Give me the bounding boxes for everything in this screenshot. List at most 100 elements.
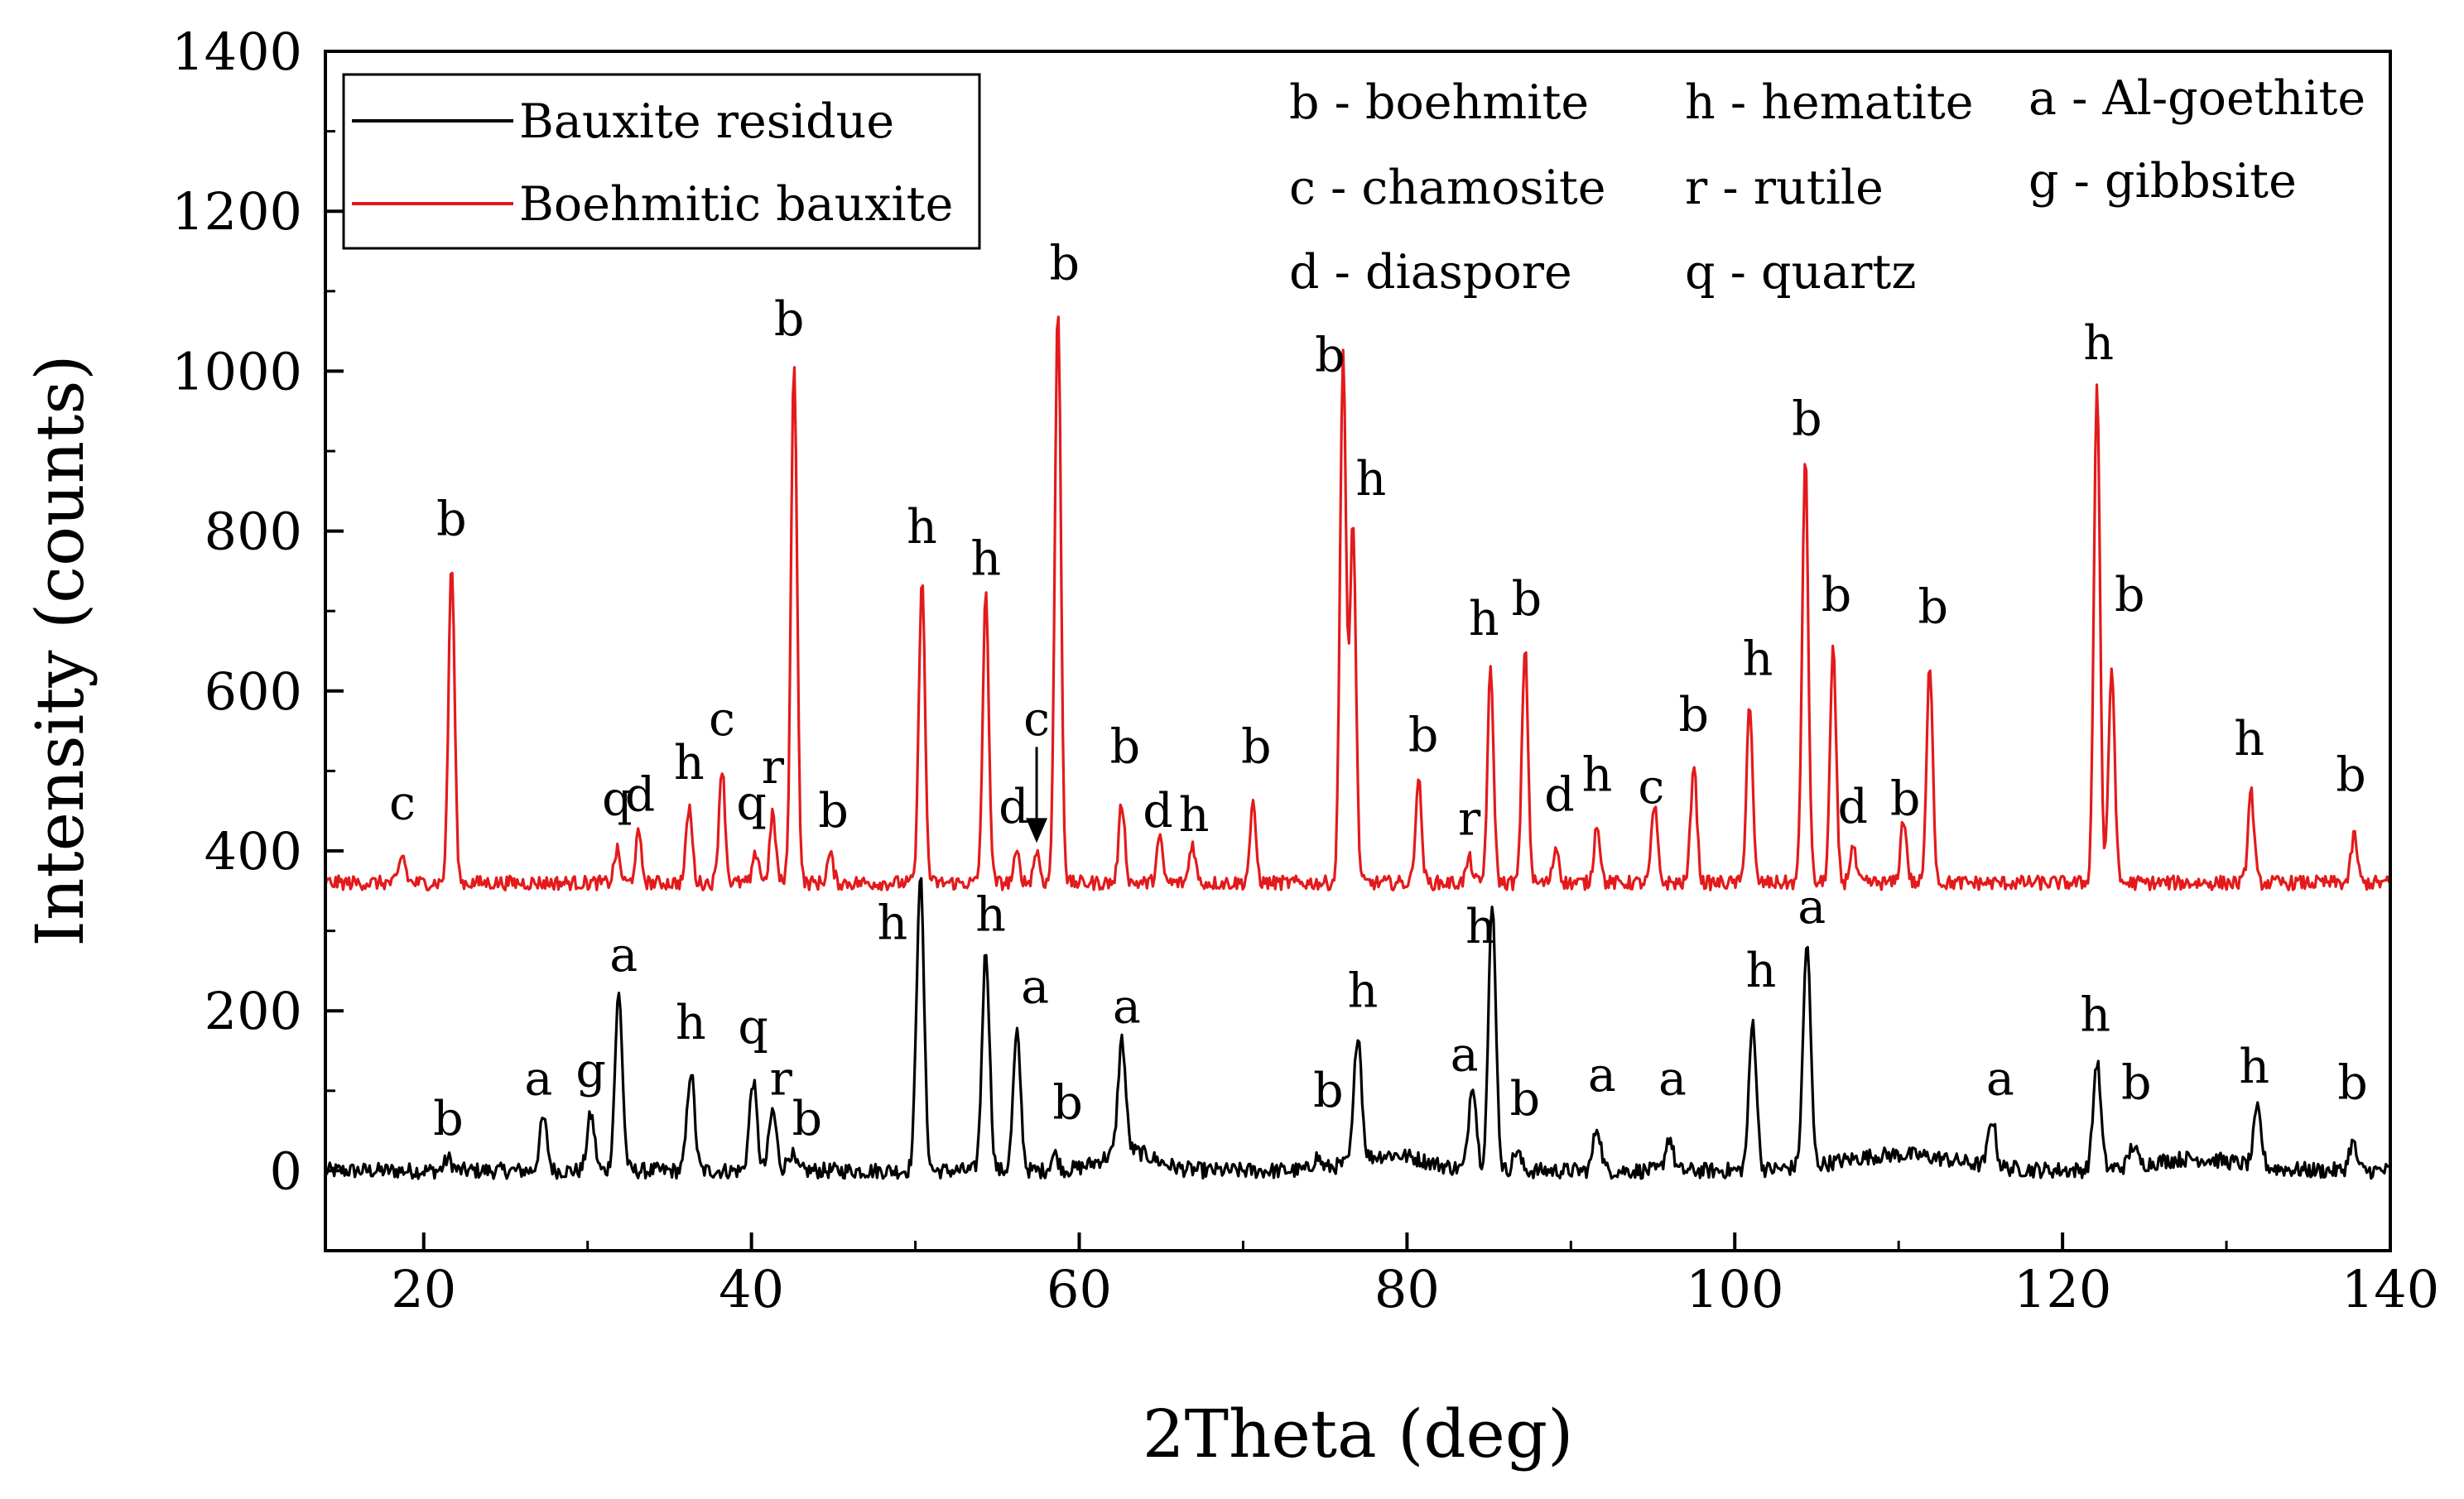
axis-tick-labels: 20 40 60 80 100 120 14002004006008001000120014… [171, 22, 2439, 1319]
peak-label-red: d [1838, 780, 1869, 834]
peak-label-red: h [970, 532, 1001, 587]
peak-label-black: b [1313, 1064, 1344, 1118]
peak-label-red: q [736, 776, 767, 830]
peak-label-black: a [1986, 1052, 2014, 1107]
peak-label-red: h [1582, 748, 1613, 803]
x-tick-label: 100 [1686, 1259, 1783, 1319]
peak-label-black: h [676, 996, 706, 1050]
peak-label-red: h [1355, 452, 1386, 507]
phase-key-diaspore: d - diaspore [1289, 245, 1572, 300]
y-tick-label: 400 [205, 821, 302, 882]
peak-label-red: h [1743, 632, 1773, 686]
axis-ticks [325, 50, 2392, 1252]
peak-label-black: a [1588, 1048, 1616, 1103]
phase-key-chamosite: c - chamosite [1289, 161, 1606, 215]
peak-label-black: h [2239, 1040, 2269, 1094]
peak-label-red: h [1179, 788, 1210, 843]
peak-label-red: b [2115, 568, 2145, 622]
y-tick-label: 800 [205, 502, 302, 562]
peak-label-black: h [2080, 987, 2110, 1042]
peak-label-red: h [1469, 592, 1499, 646]
plot-frame [324, 50, 2392, 1252]
peak-label-red: r [1458, 792, 1481, 847]
peak-label-black: a [609, 928, 638, 983]
peak-label-black: a [1113, 980, 1141, 1035]
peak-label-black: r [770, 1052, 793, 1107]
phase-key-quartz: q - quartz [1685, 245, 1916, 300]
x-tick-label: 80 [1374, 1259, 1440, 1319]
series-line-boehmitic-bauxite [324, 315, 2392, 891]
phase-key-al-goethite: a - Al-goethite [2028, 71, 2365, 126]
peak-label-red: b [818, 784, 849, 838]
legend-label-boehmitic-bauxite: Boehmitic bauxite [519, 177, 953, 232]
peak-label-black: a [1451, 1028, 1479, 1083]
peak-label-black: b [2121, 1055, 2152, 1110]
peak-label-red: d [625, 768, 656, 823]
peak-label-red: c [1023, 692, 1050, 747]
peak-label-red: b [1408, 708, 1439, 762]
peak-label-black: b [2337, 1055, 2368, 1110]
phase-key: b - boehmite c - chamosite d - diaspore … [1289, 71, 2365, 300]
peak-label-black: h [878, 896, 908, 950]
arrow-head [1026, 818, 1048, 843]
peak-label-black: a [1658, 1052, 1687, 1107]
phase-key-rutile: r - rutile [1685, 161, 1884, 215]
series-line-bauxite-residue [324, 877, 2391, 1180]
peak-label-red: b [1110, 720, 1141, 775]
peak-label-red: d [1544, 768, 1575, 823]
peak-label-black: h [975, 888, 1006, 943]
y-axis-title: Intensity (counts) [22, 354, 99, 946]
peak-label-red: c [709, 692, 735, 747]
peak-label-black: b [433, 1092, 464, 1146]
legend-box [342, 73, 981, 250]
x-axis-title: 2Theta (deg) [1143, 1396, 1574, 1473]
peak-label-black: q [738, 1000, 768, 1055]
peak-label-red: d [1143, 784, 1173, 838]
peak-label-black: b [792, 1092, 823, 1146]
x-tick-label: 20 [391, 1259, 456, 1319]
peak-label-red: b [1792, 392, 1822, 447]
data-curves [324, 315, 2392, 1180]
peak-label-red: c [1638, 760, 1664, 814]
peak-label-red: h [2083, 316, 2114, 371]
peak-label-black: b [1510, 1072, 1541, 1127]
peak-label-black: h [1746, 944, 1777, 998]
y-tick-label: 1400 [171, 22, 302, 82]
peak-label-red: b [1822, 568, 1852, 622]
peak-label-red: r [762, 740, 785, 795]
y-tick-label: 0 [270, 1141, 302, 1201]
peak-label-red: h [2234, 712, 2264, 766]
x-tick-label: 120 [2014, 1259, 2111, 1319]
phase-key-boehmite: b - boehmite [1289, 75, 1589, 130]
peak-label-red: b [2336, 748, 2366, 803]
x-tick-label: 40 [719, 1259, 784, 1319]
peak-label-red: b [774, 292, 805, 347]
x-tick-label: 140 [2341, 1259, 2439, 1319]
peak-label-black: g [575, 1044, 606, 1098]
peak-label-black: h [1348, 963, 1379, 1018]
peak-label-red: b [1315, 328, 1345, 382]
chamosite-arrow [1026, 747, 1048, 843]
legend: Bauxite residue Boehmitic bauxite [342, 73, 981, 250]
peak-label-black: a [524, 1052, 552, 1107]
peak-label-black: b [1052, 1076, 1083, 1131]
y-tick-label: 200 [205, 981, 302, 1041]
x-tick-label: 60 [1047, 1259, 1112, 1319]
peak-label-red: b [1890, 772, 1921, 827]
peak-label-red: b [1679, 688, 1710, 742]
peak-label-red: q [602, 772, 633, 827]
peak-label-red: b [1241, 720, 1272, 775]
y-tick-label: 1200 [171, 181, 302, 242]
legend-label-bauxite-residue: Bauxite residue [519, 94, 894, 149]
y-tick-label: 1000 [171, 341, 302, 401]
peak-label-red: b [1049, 236, 1080, 291]
peak-label-red: b [1918, 580, 1949, 635]
phase-key-hematite: h - hematite [1685, 75, 1973, 130]
peak-label-red: b [1512, 572, 1542, 627]
peak-label-black: a [1021, 960, 1049, 1015]
peak-label-red: h [907, 500, 937, 555]
peak-label-red: d [999, 780, 1029, 834]
peak-label-black: a [1797, 880, 1826, 934]
